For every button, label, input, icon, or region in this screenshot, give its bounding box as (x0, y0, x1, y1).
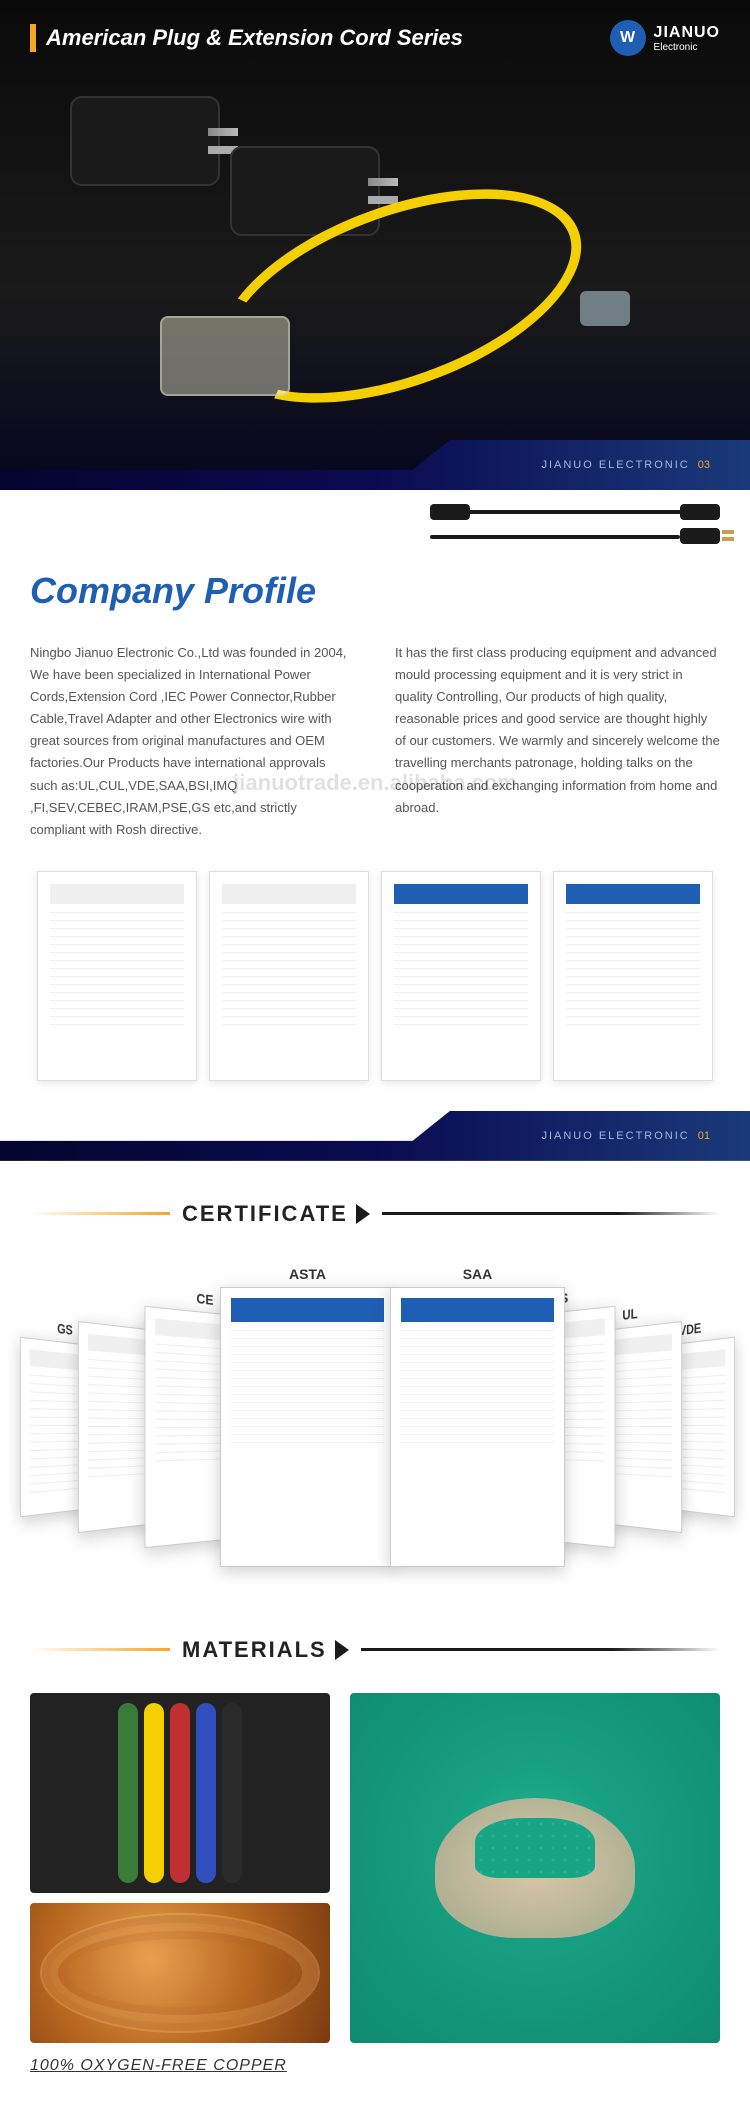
heading-line-right (361, 1648, 720, 1651)
pellets-image (350, 1693, 720, 2043)
company-footer-banner: JIANUO ELECTRONIC 01 (0, 1111, 750, 1161)
materials-caption: 100% OXYGEN-FREE COPPER (30, 2057, 330, 2075)
logo-icon: W (610, 20, 646, 56)
plastic-pellets (475, 1818, 595, 1878)
footer-brand: JIANUO ELECTRONIC (541, 1130, 689, 1142)
logo-main: JIANUO (654, 24, 720, 42)
extension-cord-image (150, 206, 630, 406)
cable-cross-section-image (30, 1693, 330, 1893)
hero-header: American Plug & Extension Cord Series W … (0, 0, 750, 76)
wire (196, 1703, 216, 1883)
company-col-2: It has the first class producing equipme… (395, 642, 720, 841)
materials-heading: MATERIALS (0, 1637, 750, 1663)
hero-title-wrap: American Plug & Extension Cord Series (30, 24, 463, 52)
heading-arrow-icon (356, 1204, 370, 1224)
logo-sub: Electronic (654, 42, 720, 53)
company-profile-section: Company Profile Ningbo Jianuo Electronic… (0, 490, 750, 1111)
cert-label: UL (622, 1305, 637, 1323)
cert-label: CE (196, 1290, 213, 1308)
hero-section: American Plug & Extension Cord Series W … (0, 0, 750, 490)
company-text-columns: Ningbo Jianuo Electronic Co.,Ltd was fou… (30, 642, 720, 841)
heading-text: CERTIFICATE (182, 1201, 348, 1227)
footer-page-num: 03 (698, 459, 710, 471)
inline-certificates (30, 871, 720, 1081)
brand-logo: W JIANUO Electronic (610, 20, 720, 56)
cert-label: ASTA (289, 1266, 326, 1282)
certificate-heading: CERTIFICATE (0, 1201, 750, 1227)
cert-card: SAA (390, 1287, 565, 1567)
certificate-carousel: GS CE ASTA SAA SGS UL VDE (0, 1257, 750, 1597)
heading-line-left (30, 1648, 170, 1651)
cert-doc (37, 871, 197, 1081)
cert-label: SAA (463, 1266, 493, 1282)
wire (222, 1703, 242, 1883)
heading-arrow-icon (335, 1640, 349, 1660)
heading-text: MATERIALS (182, 1637, 327, 1663)
hero-product-image (30, 86, 720, 426)
cert-doc (553, 871, 713, 1081)
cert-label: VDE (679, 1319, 701, 1338)
cable-decoration (370, 490, 720, 590)
cord-tap (160, 316, 290, 396)
heading-line-right (382, 1212, 720, 1215)
footer-page-num: 01 (698, 1130, 710, 1142)
company-col-1: Ningbo Jianuo Electronic Co.,Ltd was fou… (30, 642, 355, 841)
cert-label: GS (57, 1320, 73, 1338)
wire (118, 1703, 138, 1883)
wire (170, 1703, 190, 1883)
materials-left-col: 100% OXYGEN-FREE COPPER (30, 1693, 330, 2075)
logo-text: JIANUO Electronic (654, 24, 720, 53)
cert-doc (209, 871, 369, 1081)
hands-holding-pellets (435, 1798, 635, 1938)
heading-line-left (30, 1212, 170, 1215)
wire (144, 1703, 164, 1883)
accent-bar (30, 24, 36, 52)
materials-images: 100% OXYGEN-FREE COPPER (30, 1693, 720, 2075)
cert-card: ASTA (220, 1287, 395, 1567)
cord-plug (580, 291, 630, 326)
plug-image (70, 96, 220, 186)
materials-section: 100% OXYGEN-FREE COPPER (0, 1693, 750, 2105)
hero-title: American Plug & Extension Cord Series (46, 25, 463, 51)
cert-doc (381, 871, 541, 1081)
hero-footer-banner: JIANUO ELECTRONIC 03 (0, 440, 750, 490)
footer-brand: JIANUO ELECTRONIC (541, 459, 689, 471)
